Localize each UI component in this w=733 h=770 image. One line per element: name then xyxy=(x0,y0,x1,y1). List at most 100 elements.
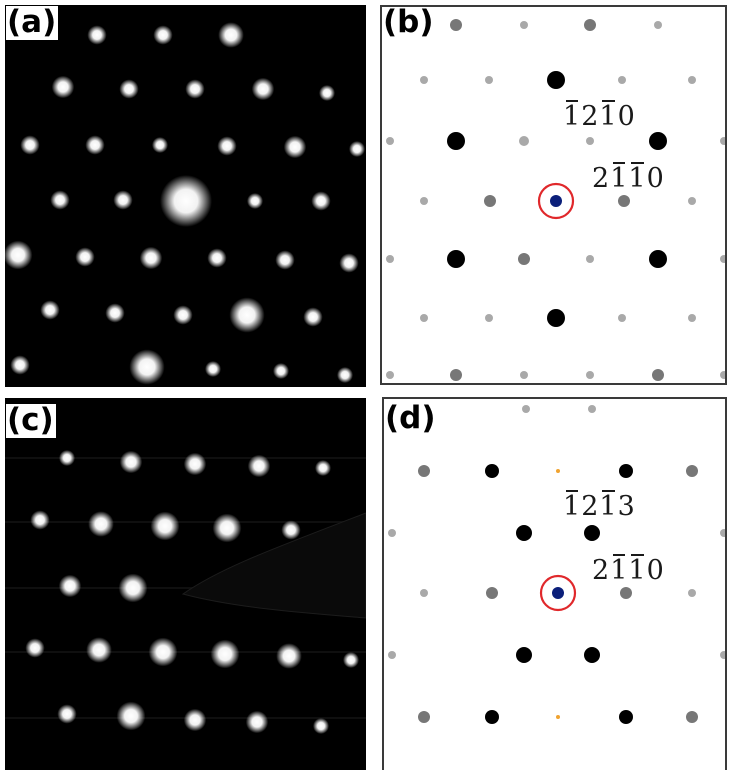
diffraction-spot xyxy=(105,303,125,323)
lattice-spot xyxy=(619,710,633,724)
panel-b-index-lower-digit: 1 xyxy=(628,162,647,194)
forbidden-spot xyxy=(556,715,560,719)
lattice-spot xyxy=(720,137,725,145)
panel-c-label: (c) xyxy=(6,402,56,438)
diffraction-spot xyxy=(229,297,265,333)
lattice-spot xyxy=(388,651,396,659)
diffraction-spot xyxy=(273,363,289,379)
diffraction-spot xyxy=(5,240,33,270)
diffraction-spot xyxy=(87,25,107,45)
lattice-spot xyxy=(420,197,428,205)
panel-d-index-upper-digit: 3 xyxy=(617,491,636,522)
diffraction-spot xyxy=(148,637,178,667)
lattice-spot xyxy=(516,525,532,541)
panel-d-index-upper-digit: 1 xyxy=(599,490,618,522)
lattice-spot xyxy=(518,253,530,265)
lattice-spot xyxy=(519,136,529,146)
panel-d-simulated-pattern xyxy=(382,397,727,770)
lattice-spot xyxy=(620,587,632,599)
lattice-spot xyxy=(520,21,528,29)
panel-b-index-lower-digit: 1 xyxy=(610,162,629,194)
diffraction-spot xyxy=(85,135,105,155)
diffraction-spot xyxy=(217,136,237,156)
lattice-spot xyxy=(447,250,465,268)
diffraction-spot xyxy=(183,452,207,476)
diffraction-spot xyxy=(20,135,40,155)
forbidden-spot xyxy=(556,469,560,473)
panel-c-spots xyxy=(5,450,366,734)
center-ring xyxy=(537,182,575,220)
diffraction-spot xyxy=(210,639,240,669)
diffraction-spot xyxy=(207,248,227,268)
lattice-spot xyxy=(618,314,626,322)
panel-b-index-upper-digit: 0 xyxy=(617,101,636,132)
diffraction-spot xyxy=(10,355,30,375)
diffraction-spot xyxy=(25,638,45,658)
diffraction-spot xyxy=(58,574,82,598)
lattice-spot xyxy=(688,197,696,205)
panel-b-label: (b) xyxy=(383,4,434,40)
diffraction-spot xyxy=(75,247,95,267)
lattice-spot xyxy=(516,647,532,663)
lattice-spot xyxy=(485,710,499,724)
lattice-spot xyxy=(686,465,698,477)
lattice-spot xyxy=(485,314,493,322)
diffraction-spot xyxy=(275,250,295,270)
lattice-spot xyxy=(420,76,428,84)
diffraction-spot xyxy=(205,361,221,377)
diffraction-spot xyxy=(50,190,70,210)
diffraction-spot xyxy=(152,137,168,153)
lattice-spot xyxy=(720,255,725,263)
diffraction-spot xyxy=(119,450,143,474)
diffraction-spot xyxy=(57,704,77,724)
lattice-spot xyxy=(688,76,696,84)
diffraction-spot xyxy=(337,367,353,383)
streak-line xyxy=(5,457,366,459)
diffraction-spot xyxy=(59,450,75,466)
lattice-spot xyxy=(586,255,594,263)
diffraction-spot xyxy=(113,190,133,210)
panel-b-spots xyxy=(386,19,725,381)
panel-d-index-lower-digit: 1 xyxy=(610,554,629,586)
lattice-spot xyxy=(649,250,667,268)
panel-b-index-upper: 1210 xyxy=(563,100,636,132)
diffraction-spot xyxy=(185,79,205,99)
panel-b-index-lower-digit: 0 xyxy=(646,163,665,194)
lattice-spot xyxy=(386,137,394,145)
lattice-spot xyxy=(584,647,600,663)
central-beam-spot xyxy=(160,175,212,227)
diffraction-spot xyxy=(183,708,207,732)
diffraction-spot xyxy=(150,511,180,541)
panel-b-index-upper-digit: 2 xyxy=(581,101,600,132)
streak-line xyxy=(5,521,366,523)
panel-b-simulated-pattern xyxy=(380,5,727,385)
streak-line xyxy=(5,587,366,589)
center-ring xyxy=(539,574,577,612)
diffraction-spot xyxy=(339,253,359,273)
lattice-spot xyxy=(388,529,396,537)
panel-b-index-lower-digit: 2 xyxy=(592,163,611,194)
lattice-spot xyxy=(584,19,596,31)
panel-b-index-upper-digit: 1 xyxy=(599,100,618,132)
streak-line xyxy=(5,651,366,653)
lattice-spot xyxy=(618,76,626,84)
panel-a-diffraction-pattern xyxy=(5,5,366,387)
diffraction-spot xyxy=(245,710,269,734)
diffraction-spot xyxy=(343,652,359,668)
diffraction-spot xyxy=(247,193,263,209)
panel-b-index-upper-digit: 1 xyxy=(563,100,582,132)
lattice-spot xyxy=(588,405,596,413)
streak-line xyxy=(5,717,366,719)
diffraction-spot xyxy=(40,300,60,320)
panel-d-index-lower-digit: 2 xyxy=(592,555,611,586)
diffraction-spot xyxy=(315,460,331,476)
diffraction-spot xyxy=(349,141,365,157)
panel-b-index-lower: 2110 xyxy=(592,162,665,194)
lattice-spot xyxy=(720,651,725,659)
lattice-spot xyxy=(450,369,462,381)
lattice-spot xyxy=(720,529,725,537)
diffraction-spot xyxy=(251,77,275,101)
diffraction-spot xyxy=(30,510,50,530)
lattice-spot xyxy=(485,464,499,478)
lattice-spot xyxy=(686,711,698,723)
